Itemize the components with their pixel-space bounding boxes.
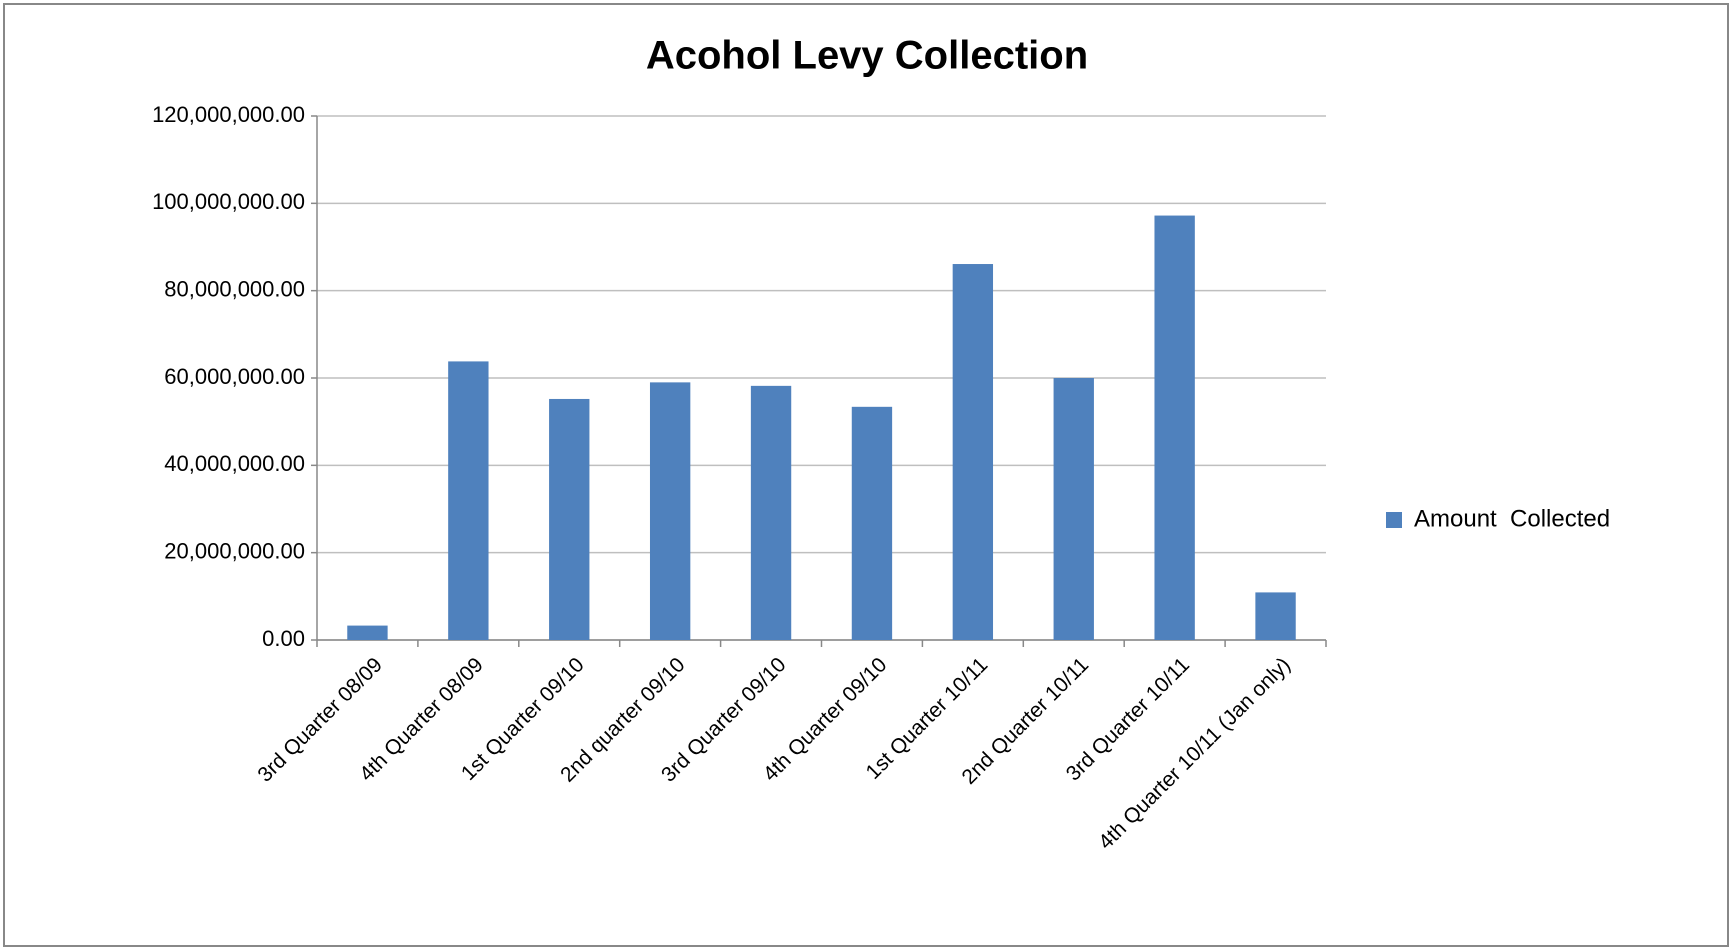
bar: [1053, 378, 1094, 640]
y-tick-label: 40,000,000.00: [164, 451, 305, 476]
bar: [851, 406, 893, 640]
bar: [448, 361, 489, 640]
y-tick-label: 120,000,000.00: [152, 102, 305, 127]
y-tick-label: 0.00: [262, 626, 305, 651]
chart-title: Acohol Levy Collection: [646, 34, 1088, 78]
bar: [549, 398, 590, 640]
legend-label: Amount Collected: [1414, 505, 1610, 532]
bar: [1154, 215, 1195, 640]
bar: [750, 385, 792, 640]
bar: [1255, 592, 1296, 640]
y-tick-label: 20,000,000.00: [164, 538, 305, 563]
y-tick-label: 60,000,000.00: [164, 364, 305, 389]
bar: [649, 382, 691, 640]
bar: [952, 264, 994, 640]
legend-swatch: [1386, 512, 1402, 528]
y-tick-label: 80,000,000.00: [164, 276, 305, 301]
bar: [347, 625, 388, 640]
y-tick-label: 100,000,000.00: [152, 189, 305, 214]
